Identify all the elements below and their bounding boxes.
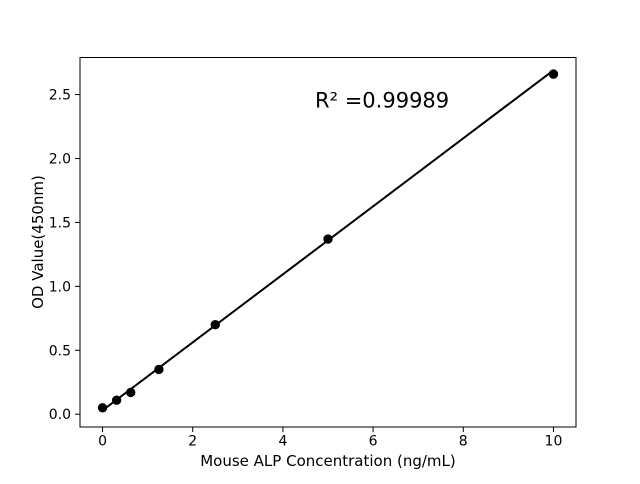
- data-series: [97, 69, 559, 413]
- y-tick-label: 2.0: [49, 152, 71, 168]
- y-tick-label: 2.5: [49, 88, 71, 104]
- data-point: [323, 234, 333, 244]
- data-point: [97, 403, 108, 413]
- plot-area-border: [79, 57, 577, 428]
- data-point: [548, 69, 559, 79]
- data-point: [126, 387, 136, 398]
- y-tick-label: 1.0: [49, 279, 71, 295]
- x-axis-label: Mouse ALP Concentration (ng/mL): [200, 452, 456, 470]
- axis-ticks: 0 2 4 6 8 10 0.0 0.5 1.0 1.5 2.0 2.5: [49, 88, 563, 450]
- x-tick-label: 2: [188, 434, 197, 450]
- data-point: [154, 364, 164, 375]
- y-tick-label: 0.0: [49, 407, 71, 423]
- x-tick-label: 4: [278, 434, 287, 450]
- y-tick-label: 1.5: [49, 215, 71, 231]
- data-point: [111, 395, 122, 405]
- x-tick-label: 0: [98, 434, 107, 450]
- y-axis-label: OD Value(450nm): [29, 175, 47, 309]
- x-tick-label: 8: [459, 434, 468, 450]
- data-point: [210, 320, 220, 330]
- y-tick-label: 0.5: [49, 343, 71, 359]
- x-tick-label: 10: [545, 434, 563, 450]
- x-tick-label: 6: [369, 434, 378, 450]
- r-squared-annotation: R² =0.99989: [315, 88, 449, 112]
